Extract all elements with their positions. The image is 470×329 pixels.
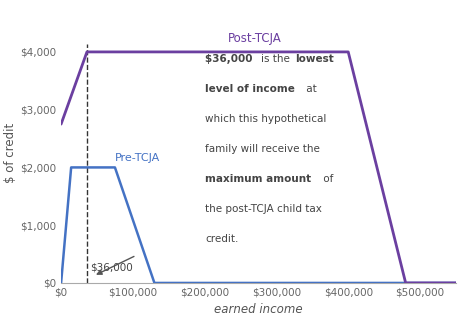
Text: maximum amount: maximum amount [205, 174, 311, 184]
Text: Post-TCJA: Post-TCJA [228, 32, 282, 45]
Text: lowest: lowest [296, 54, 334, 64]
Text: credit.: credit. [205, 234, 239, 243]
Text: which this hypothetical: which this hypothetical [205, 114, 327, 124]
Y-axis label: $ of credit: $ of credit [4, 123, 17, 183]
Text: the post-TCJA child tax: the post-TCJA child tax [205, 204, 322, 214]
X-axis label: earned income: earned income [214, 303, 303, 316]
Text: family will receive the: family will receive the [205, 144, 320, 154]
Text: Pre-TCJA: Pre-TCJA [115, 153, 160, 163]
Text: at: at [303, 84, 316, 94]
Text: $36,000: $36,000 [205, 54, 256, 64]
Text: level of income: level of income [205, 84, 295, 94]
Text: $36,000: $36,000 [90, 263, 133, 272]
Text: of: of [320, 174, 334, 184]
Text: is the: is the [260, 54, 293, 64]
